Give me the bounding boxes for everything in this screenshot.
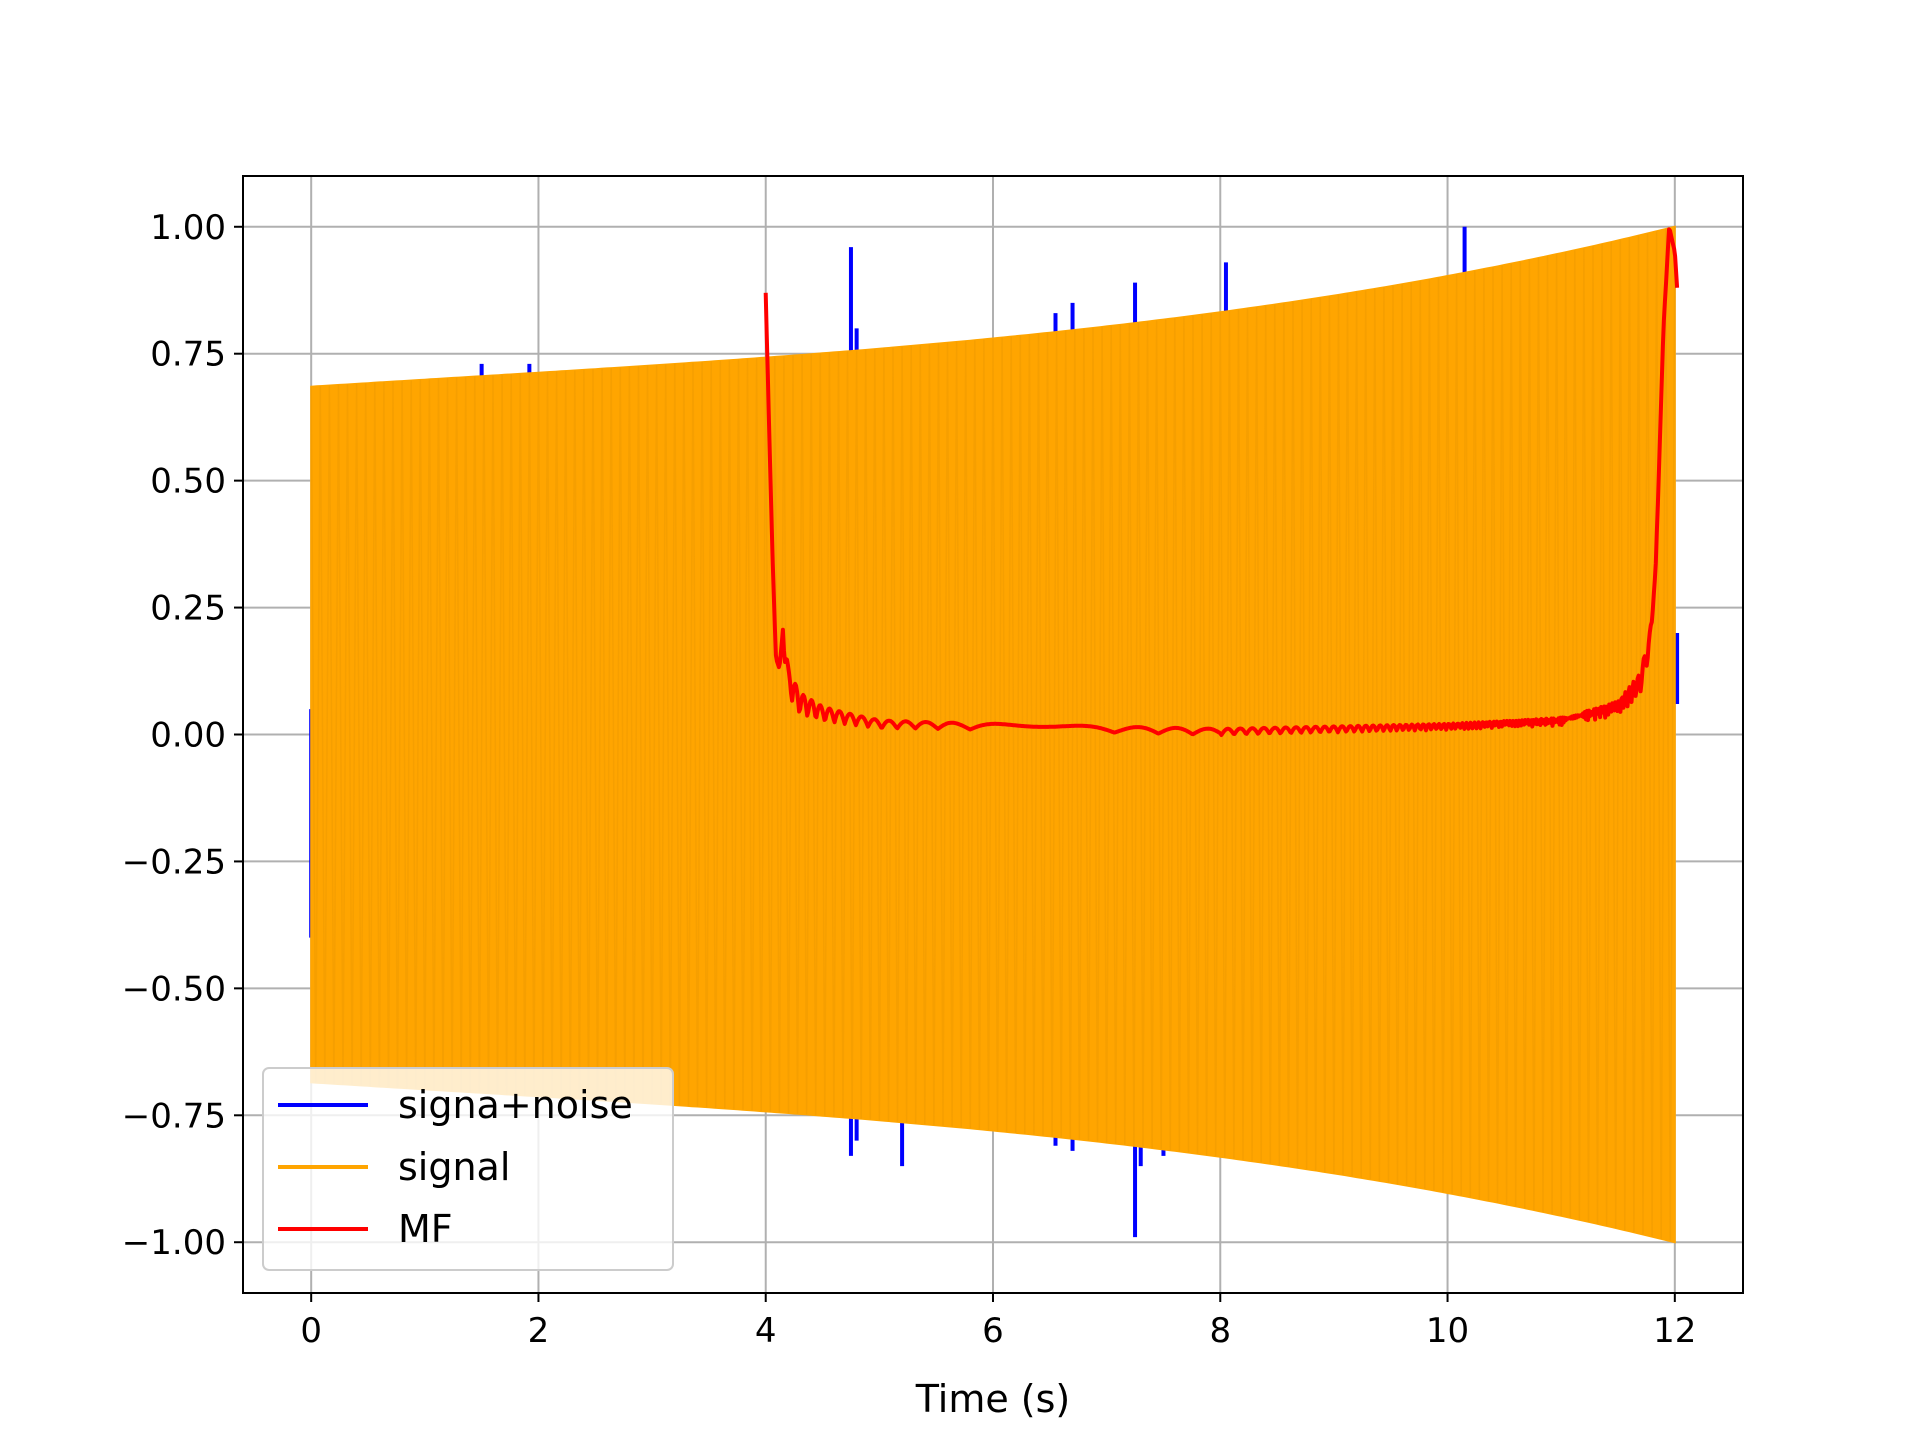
x-tick-label: 12 [1653, 1311, 1696, 1351]
signal-oscillation [310, 226, 1676, 1242]
series-mf [763, 227, 1680, 737]
y-tick-label: 0.75 [150, 335, 226, 375]
y-tick-label: −0.50 [122, 969, 226, 1009]
legend-label: signal [398, 1145, 510, 1189]
mf-line [763, 227, 1680, 737]
x-tick-label: 0 [300, 1311, 322, 1351]
y-tick-label: −0.75 [122, 1096, 226, 1136]
x-tick-label: 8 [1209, 1311, 1231, 1351]
axis-ticks: 0 2 4 6 8 10 12 1.00 0.75 0.50 0.25 0.00 −0.25 −0.50 −… [122, 208, 1697, 1351]
legend-box [262, 1067, 674, 1271]
x-tick-label: 2 [528, 1311, 550, 1351]
legend-label: signa+noise [398, 1083, 633, 1127]
y-tick-label: 1.00 [150, 208, 226, 248]
legend: signa+noise signal MF [262, 1067, 674, 1271]
plot-area [309, 225, 1680, 1244]
y-tick-label: 0.50 [150, 462, 226, 502]
y-tick-label: 0.25 [150, 589, 226, 629]
y-tick-label: −1.00 [122, 1223, 226, 1263]
y-tick-label: 0.00 [150, 716, 226, 756]
legend-label: MF [398, 1207, 453, 1251]
y-tick-label: −0.25 [122, 842, 226, 882]
x-axis-label: Time (s) [915, 1377, 1071, 1421]
x-tick-label: 6 [982, 1311, 1004, 1351]
x-tick-label: 4 [755, 1311, 777, 1351]
x-tick-label: 10 [1426, 1311, 1469, 1351]
